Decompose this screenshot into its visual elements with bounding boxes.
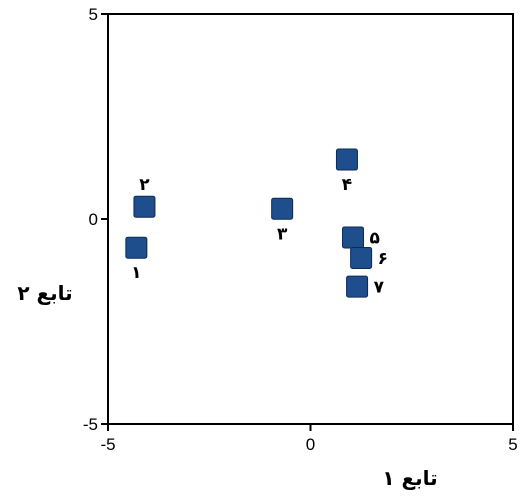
data-point-marker bbox=[335, 148, 358, 171]
x-axis-title: تابع ۱ bbox=[382, 466, 437, 490]
axis-ticks bbox=[101, 13, 514, 431]
data-point-label: ۲ bbox=[139, 175, 150, 195]
data-point-label: ۵ bbox=[370, 228, 380, 248]
data-point-marker bbox=[133, 195, 156, 218]
x-tick-label: -5 bbox=[100, 435, 115, 454]
data-point-marker bbox=[271, 197, 294, 220]
data-point-marker bbox=[350, 246, 373, 269]
y-axis-title: تابع ۲ bbox=[17, 281, 72, 305]
y-tick-label: 0 bbox=[89, 210, 98, 229]
data-points: ۱ ۲ ۳ ۴ ۵۶ ۷ bbox=[125, 148, 388, 298]
x-tick-label: 5 bbox=[508, 435, 517, 454]
plot-frame bbox=[107, 13, 514, 425]
data-point-label: ۳ bbox=[277, 224, 288, 244]
y-tick-label: -5 bbox=[83, 415, 98, 434]
data-point-marker bbox=[346, 275, 369, 298]
data-point-marker bbox=[125, 236, 148, 259]
x-tick-label: 0 bbox=[306, 435, 315, 454]
y-tick-label: 5 bbox=[89, 5, 98, 24]
data-point-label: ۷ bbox=[374, 278, 385, 298]
data-point-label: ۴ bbox=[342, 175, 352, 195]
data-point-marker bbox=[342, 226, 365, 249]
data-point-label: ۱ bbox=[131, 263, 141, 283]
data-point-label: ۶ bbox=[378, 249, 388, 269]
